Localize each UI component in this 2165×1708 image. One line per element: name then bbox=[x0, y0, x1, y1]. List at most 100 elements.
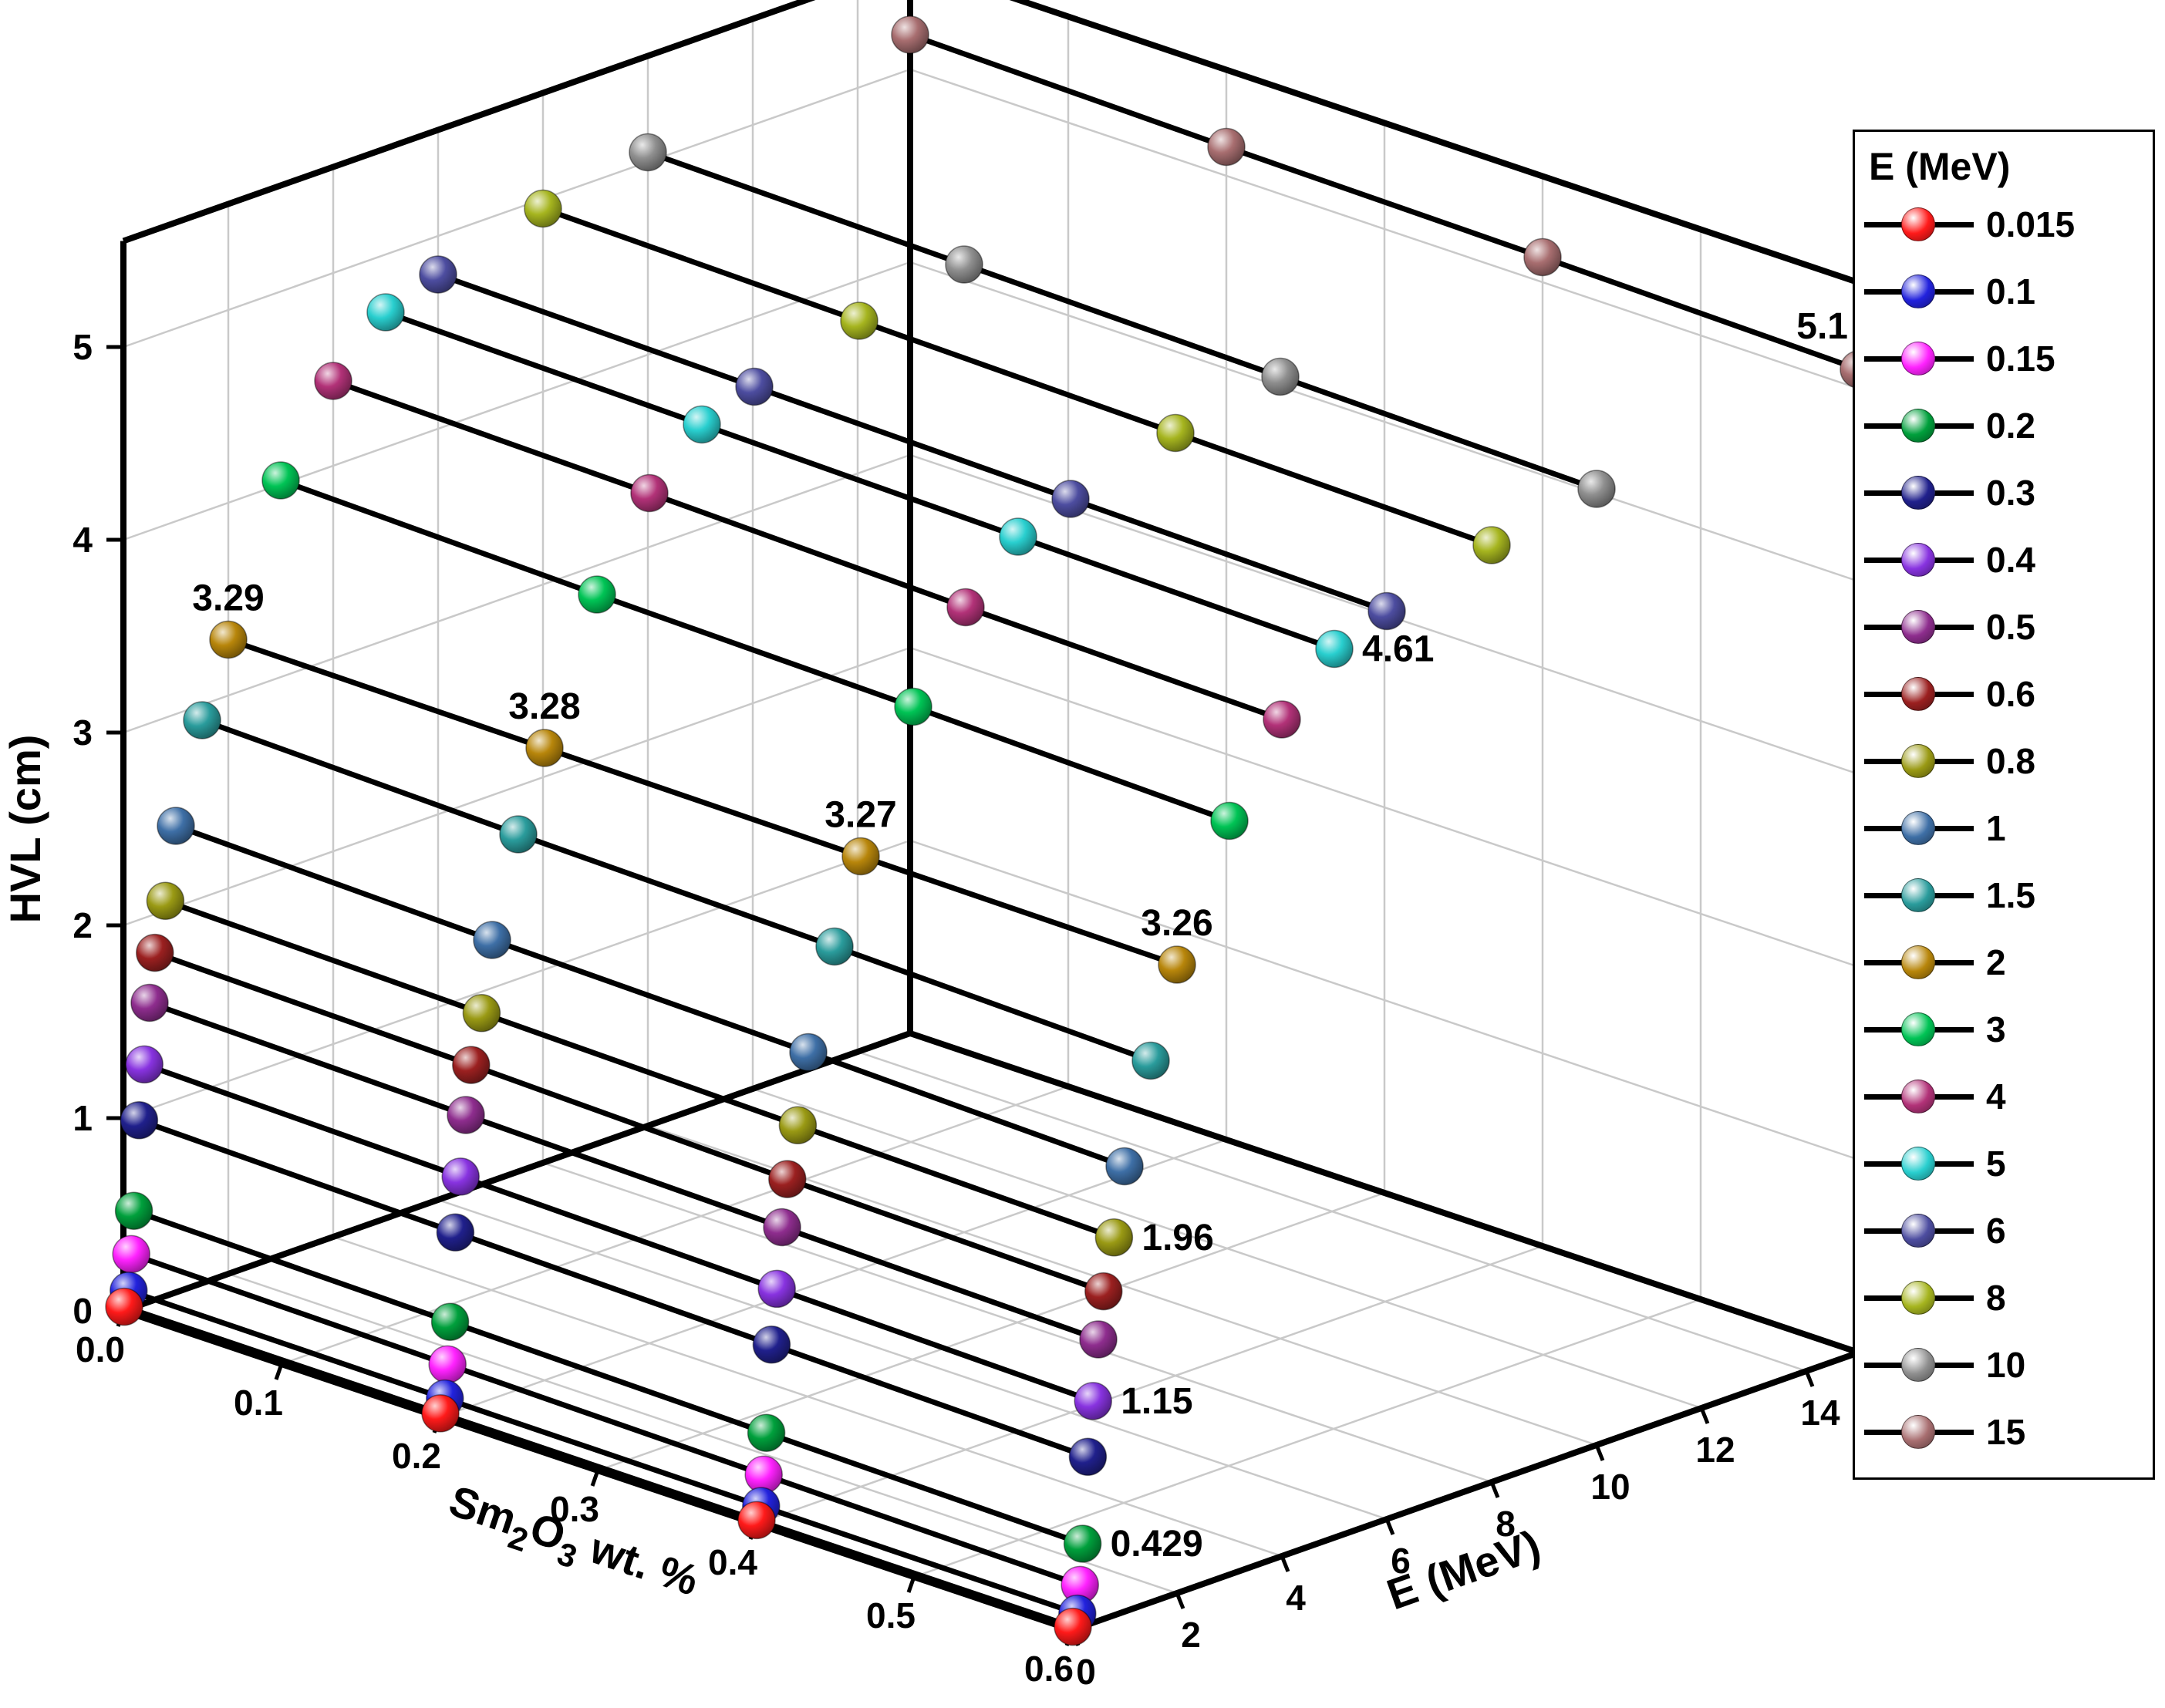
data-point-3 bbox=[261, 461, 300, 500]
data-point-0.8 bbox=[146, 881, 185, 921]
legend-ball-icon bbox=[1901, 609, 1935, 644]
back-wall-top-edge bbox=[1009, 0, 1860, 286]
legend-ball-icon bbox=[1901, 1280, 1935, 1315]
data-point-1 bbox=[1105, 1147, 1144, 1186]
legend-ball-icon bbox=[1901, 945, 1935, 979]
data-point-5 bbox=[999, 517, 1037, 556]
legend-label: 0.015 bbox=[1986, 204, 2076, 244]
series-line-6 bbox=[437, 271, 1388, 614]
legend-marker bbox=[1864, 945, 1974, 980]
data-point-10 bbox=[945, 245, 983, 284]
data-point-0.015 bbox=[105, 1287, 143, 1326]
annotations: 3.29 3.28 3.27 3.26 5.1 4.61 1.96 1.15 0.429 bbox=[192, 306, 1848, 1565]
legend-item: 0.2 bbox=[1864, 392, 2153, 459]
data-point-1.5 bbox=[1131, 1041, 1170, 1080]
data-point-4 bbox=[314, 362, 352, 400]
data-point-10 bbox=[1577, 470, 1616, 508]
data-point-8 bbox=[840, 302, 878, 340]
data-point-8 bbox=[1472, 526, 1511, 564]
x-tick bbox=[906, 1576, 916, 1593]
data-point-10 bbox=[629, 133, 667, 172]
legend-label: 0.5 bbox=[1986, 606, 2035, 647]
data-point-0.15 bbox=[112, 1235, 150, 1274]
data-point-0.4 bbox=[757, 1269, 796, 1309]
series-line-0.8 bbox=[164, 898, 1115, 1241]
legend-ball-icon bbox=[1901, 542, 1935, 577]
series-line-0.6 bbox=[153, 950, 1104, 1294]
legend-item: 0.5 bbox=[1864, 593, 2153, 660]
data-point-3 bbox=[578, 575, 616, 614]
data-point-5 bbox=[366, 293, 405, 332]
grid-line bbox=[123, 453, 911, 734]
y-tick bbox=[1175, 1592, 1185, 1609]
data-point-0.4 bbox=[441, 1157, 480, 1196]
data-point-2 bbox=[209, 620, 248, 659]
data-point-5 bbox=[1315, 629, 1354, 669]
legend-label: 10 bbox=[1986, 1344, 2026, 1385]
grid-line bbox=[439, 1138, 1227, 1419]
data-point-4 bbox=[946, 588, 985, 627]
data-point-4 bbox=[630, 473, 669, 513]
data-point-1.5 bbox=[499, 815, 538, 854]
legend-item: 3 bbox=[1864, 995, 2153, 1063]
data-point-0.8 bbox=[778, 1106, 818, 1145]
legend-marker bbox=[1864, 1280, 1974, 1316]
data-point-0.3 bbox=[752, 1326, 791, 1364]
data-point-0.015 bbox=[737, 1501, 776, 1540]
legend-item: 1.5 bbox=[1864, 861, 2153, 928]
data-point-2 bbox=[841, 837, 880, 876]
legend-marker bbox=[1864, 207, 1974, 242]
data-point-0.2 bbox=[114, 1191, 153, 1230]
legend: E (MeV) 0.015 0.1 0.15 0.2 0.3 0.4 0.5 0.6 0.8 1 1… bbox=[1853, 130, 2155, 1480]
data-point-6 bbox=[1367, 591, 1406, 631]
walls-grid bbox=[123, 0, 1860, 1595]
data-point-0.2 bbox=[430, 1302, 470, 1341]
z-tick-label: 2 bbox=[73, 905, 93, 945]
legend-ball-icon bbox=[1901, 1213, 1935, 1248]
legend-item: 0.1 bbox=[1864, 258, 2153, 325]
x-tick-label: 0.2 bbox=[392, 1436, 441, 1476]
grid-line bbox=[909, 646, 1860, 969]
legend-marker bbox=[1864, 609, 1974, 645]
data-point-0.8 bbox=[462, 994, 501, 1033]
data-point-10 bbox=[1261, 357, 1300, 396]
legend-item: 1 bbox=[1864, 794, 2153, 861]
data-point-3 bbox=[1210, 801, 1249, 841]
legend-item: 6 bbox=[1864, 1197, 2153, 1264]
data-point-0.6 bbox=[768, 1160, 807, 1198]
z-axis-title: HVL (cm) bbox=[1, 735, 49, 924]
data-point-0.4 bbox=[125, 1045, 164, 1084]
data-point-2 bbox=[525, 729, 564, 767]
x-tick bbox=[590, 1470, 600, 1487]
legend-label: 0.15 bbox=[1986, 338, 2055, 379]
data-point-0.6 bbox=[452, 1046, 491, 1084]
data-point-1.5 bbox=[183, 701, 221, 739]
y-tick bbox=[1594, 1444, 1605, 1461]
data-point-8 bbox=[1156, 413, 1195, 453]
legend-label: 5 bbox=[1986, 1143, 2006, 1184]
legend-item: 4 bbox=[1864, 1063, 2153, 1130]
y-axis-title: E (MeV) bbox=[1381, 1521, 1546, 1619]
legend-marker bbox=[1864, 1414, 1974, 1450]
series-line-2 bbox=[227, 637, 1179, 968]
legend-ball-icon bbox=[1901, 1347, 1935, 1382]
legend-marker bbox=[1864, 1347, 1974, 1383]
value-annotation: 5.1 bbox=[1796, 306, 1848, 347]
grid-line bbox=[123, 839, 911, 1120]
value-annotation: 3.27 bbox=[825, 795, 896, 836]
legend-title: E (MeV) bbox=[1869, 145, 2011, 188]
y-tick-label: 10 bbox=[1590, 1467, 1630, 1507]
x-tick-label: 0.6 bbox=[1024, 1649, 1074, 1689]
x-tick-label: 0.3 bbox=[550, 1489, 599, 1529]
series-line-0.5 bbox=[148, 1000, 1100, 1342]
data-point-1 bbox=[473, 921, 511, 959]
legend-label: 0.3 bbox=[1986, 472, 2035, 513]
floor-left-edge bbox=[122, 1030, 912, 1314]
data-point-6 bbox=[735, 367, 774, 406]
legend-ball-icon bbox=[1901, 274, 1935, 308]
z-tick-label: 0 bbox=[73, 1291, 93, 1331]
value-annotation: 3.26 bbox=[1141, 903, 1212, 944]
